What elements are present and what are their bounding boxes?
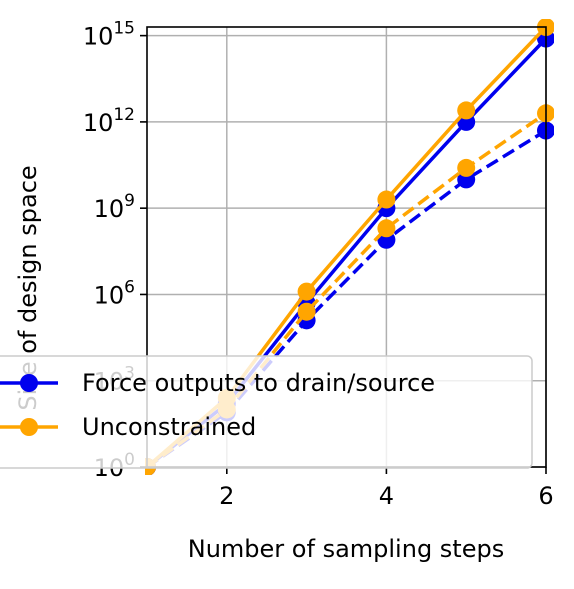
data-point (297, 302, 316, 321)
data-point (297, 282, 316, 301)
legend-label: Force outputs to drain/source (82, 369, 435, 397)
legend-item: Unconstrained (0, 413, 256, 441)
y-tick-label: 109 (94, 191, 135, 223)
data-point (377, 190, 396, 209)
y-tick-label: 1012 (83, 105, 135, 137)
legend-label: Unconstrained (82, 413, 256, 441)
data-point (457, 158, 476, 177)
legend-marker (20, 418, 38, 436)
legend-item: Force outputs to drain/source (0, 369, 435, 397)
data-point (457, 101, 476, 120)
legend-box (0, 355, 533, 469)
x-ticks: 2 4 6 (219, 467, 554, 510)
x-axis-label: Number of sampling steps (188, 535, 504, 563)
x-tick-label: 2 (219, 482, 234, 510)
x-tick-label: 4 (379, 482, 394, 510)
y-tick-label: 106 (94, 277, 135, 309)
data-point (377, 219, 396, 238)
legend-marker (20, 374, 38, 392)
legend: Force outputs to drain/source Unconstrain… (0, 355, 533, 469)
y-tick-label: 1015 (83, 19, 135, 51)
x-tick-label: 6 (538, 482, 553, 510)
